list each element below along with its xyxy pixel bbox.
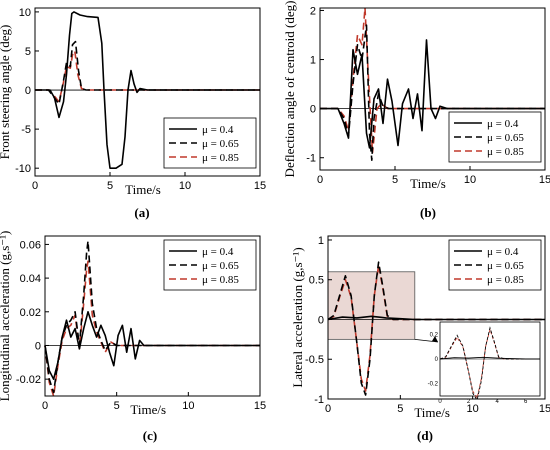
y-tick-label: -5 xyxy=(21,124,31,136)
y-tick-label: -0.5 xyxy=(305,354,324,366)
x-tick-label: 0 xyxy=(325,403,331,415)
series-line-1 xyxy=(44,311,260,380)
legend: μ = 0.4 μ = 0.65 μ = 0.85 xyxy=(448,111,542,163)
x-tick-label: 0 xyxy=(32,180,38,192)
legend-box xyxy=(163,117,257,169)
plot-frame xyxy=(319,7,546,171)
inset-y-tick-label: -0.2 xyxy=(428,382,439,388)
legend-label: μ = 0.85 xyxy=(202,274,239,286)
y-tick-label: 0.04 xyxy=(20,273,41,285)
inset-y-tick-label: 0.2 xyxy=(430,332,439,338)
y-tick-label: 0 xyxy=(25,85,31,97)
plot-frame xyxy=(34,7,261,177)
series-line-2 xyxy=(320,24,545,161)
y-axis-label: Lateral acceleration (g,s⁻¹) xyxy=(290,247,305,387)
panel-caption: (b) xyxy=(420,205,436,220)
inset-plot: 0 2 4 6 -0.2 0 0.2 xyxy=(414,321,541,405)
legend-label: μ = 0.4 xyxy=(487,118,519,130)
y-axis-label: Deflection angle of centroid (deg) xyxy=(282,1,297,178)
series-line-3 xyxy=(320,7,545,154)
legend-box xyxy=(448,111,542,163)
legend: μ = 0.4 μ = 0.65 μ = 0.85 xyxy=(448,239,542,291)
panel-caption: (a) xyxy=(134,205,149,220)
y-tick-label: 10 xyxy=(19,7,31,19)
chart-panel-4: 0 5 10 15 -1 -0.5 0 0.5 1 Time/s Lateral accelerat… xyxy=(290,235,550,443)
x-tick-label: 10 xyxy=(467,403,479,415)
plot-frame xyxy=(327,235,546,400)
series-line-2 xyxy=(327,261,545,396)
y-tick-label: 5 xyxy=(25,46,31,58)
legend-label: μ = 0.65 xyxy=(202,138,239,150)
x-axis-label: Time/s xyxy=(130,402,166,417)
x-tick-label: 5 xyxy=(114,400,120,412)
y-tick-label: 1 xyxy=(310,55,316,67)
x-tick-label: 10 xyxy=(182,400,194,412)
legend-label: μ = 0.4 xyxy=(202,124,234,136)
y-tick-label: 1 xyxy=(318,235,324,247)
x-tick-label: 10 xyxy=(179,180,191,192)
y-tick-label: 0.06 xyxy=(20,239,41,251)
x-axis-label: Time/s xyxy=(410,176,446,191)
x-tick-label: 15 xyxy=(254,400,266,412)
inset-arrow xyxy=(414,338,439,343)
x-axis-label: Time/s xyxy=(414,405,450,420)
legend: μ = 0.4 μ = 0.65 μ = 0.85 xyxy=(163,239,257,291)
series-line-1 xyxy=(35,11,260,169)
y-tick-label: -1 xyxy=(306,153,316,165)
x-tick-label: 15 xyxy=(539,403,550,415)
y-tick-label: 0.02 xyxy=(20,307,41,319)
inset-series-line xyxy=(439,356,540,360)
legend-label: μ = 0.85 xyxy=(487,146,524,158)
x-tick-label: 0 xyxy=(317,174,323,186)
x-tick-label: 10 xyxy=(464,174,476,186)
panel-caption: (c) xyxy=(143,428,157,443)
legend-label: μ = 0.65 xyxy=(487,260,524,272)
y-tick-label: 0 xyxy=(318,314,324,326)
inset-arrowhead xyxy=(432,336,438,342)
y-tick-label: 2 xyxy=(310,5,316,17)
inset-x-tick-label: 6 xyxy=(524,399,528,405)
panel-caption: (d) xyxy=(417,428,433,443)
x-tick-label: 0 xyxy=(42,400,48,412)
legend: μ = 0.4 μ = 0.65 μ = 0.85 xyxy=(163,117,257,169)
y-axis-label: Longitudinal acceleration (g,s⁻¹) xyxy=(0,231,12,402)
legend-label: μ = 0.85 xyxy=(487,274,524,286)
y-axis-label: Front steering angle (deg) xyxy=(0,25,12,160)
legend-label: μ = 0.65 xyxy=(202,260,239,272)
chart-panel-3: 0 5 10 15 -0.02 0 0.02 0.04 0.06 Time/s Longitudin… xyxy=(0,231,266,443)
x-tick-label: 5 xyxy=(392,174,398,186)
inset-series-line xyxy=(439,326,540,402)
x-tick-label: 15 xyxy=(539,174,550,186)
legend-label: μ = 0.4 xyxy=(202,246,234,258)
y-tick-label: -1 xyxy=(314,394,324,406)
inset-x-tick-label: 0 xyxy=(438,399,442,405)
legend-label: μ = 0.65 xyxy=(487,132,524,144)
chart-panel-1: 0 5 10 15 -10 -5 0 5 10 Time/s Front steering angl… xyxy=(0,7,266,220)
y-tick-label: -0.02 xyxy=(16,374,41,386)
x-axis-label: Time/s xyxy=(125,182,161,197)
x-tick-label: 5 xyxy=(397,403,403,415)
x-tick-label: 5 xyxy=(107,180,113,192)
x-tick-label: 15 xyxy=(254,180,266,192)
y-tick-label: 0.5 xyxy=(309,275,324,287)
inset-y-tick-label: 0 xyxy=(435,357,439,363)
legend-label: μ = 0.85 xyxy=(202,152,239,164)
legend-label: μ = 0.4 xyxy=(487,246,519,258)
y-tick-label: 0 xyxy=(35,340,41,352)
series-line-1 xyxy=(327,315,545,321)
plot-frame xyxy=(44,235,261,397)
series-line-3 xyxy=(35,50,260,103)
y-tick-label: -10 xyxy=(15,163,31,175)
legend-box xyxy=(448,239,542,291)
series-line-2 xyxy=(44,240,260,394)
y-tick-label: 0 xyxy=(310,104,316,116)
series-line-1 xyxy=(320,39,545,149)
legend-box xyxy=(163,239,257,291)
inset-x-tick-label: 2 xyxy=(467,399,471,405)
inset-x-tick-label: 4 xyxy=(495,399,499,405)
